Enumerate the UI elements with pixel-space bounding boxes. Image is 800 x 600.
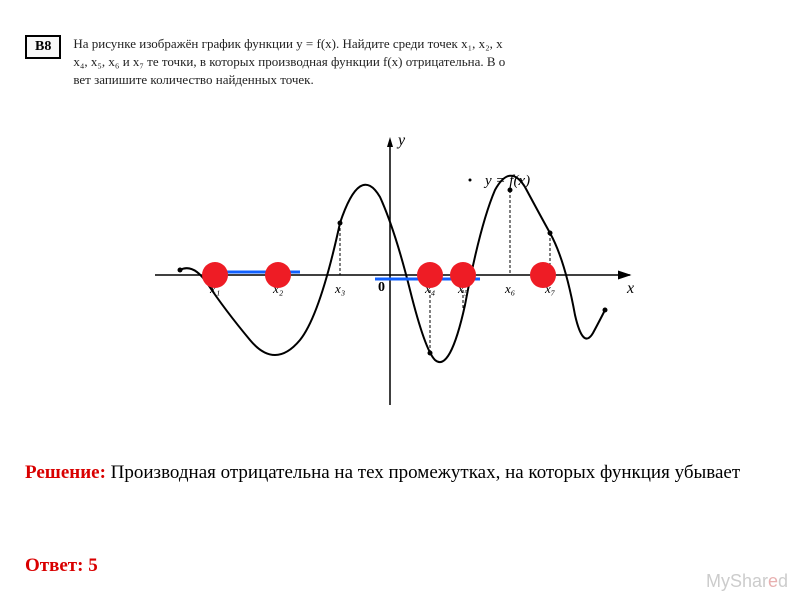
solution-label: Решение:: [25, 462, 111, 483]
function-label: y = f(x): [483, 173, 530, 189]
problem-line2: x₄, x₅, x₆ и x₇ те точки, в которых прои…: [73, 54, 505, 69]
watermark: MyShared: [706, 571, 788, 592]
watermark-letter: e: [768, 571, 778, 591]
problem-line3: вет запишите количество найденных точек.: [73, 72, 313, 87]
svg-text:x₆: x₆: [504, 281, 515, 296]
problem-area: B8 На рисунке изображён график функции y…: [25, 35, 800, 90]
problem-badge: B8: [25, 35, 61, 59]
function-graph: y x 0 y = f(x) x₁ x₂ x₃: [115, 115, 675, 415]
watermark-prefix: MyShar: [706, 571, 768, 591]
y-axis-label: y: [396, 132, 406, 149]
solution-text: Решение: Производная отрицательна на тех…: [25, 460, 775, 486]
answer-text: Ответ: 5: [25, 555, 98, 577]
graph-container: y x 0 y = f(x) x₁ x₂ x₃: [115, 115, 675, 415]
problem-text: На рисунке изображён график функции y = …: [73, 35, 800, 90]
watermark-suffix: d: [778, 571, 788, 591]
origin-label: 0: [378, 280, 385, 295]
problem-line1: На рисунке изображён график функции y = …: [73, 36, 502, 51]
svg-text:x₃: x₃: [334, 281, 345, 296]
x-axis-label: x: [626, 280, 634, 297]
solution-body: Производная отрицательна на тех промежут…: [111, 462, 740, 483]
